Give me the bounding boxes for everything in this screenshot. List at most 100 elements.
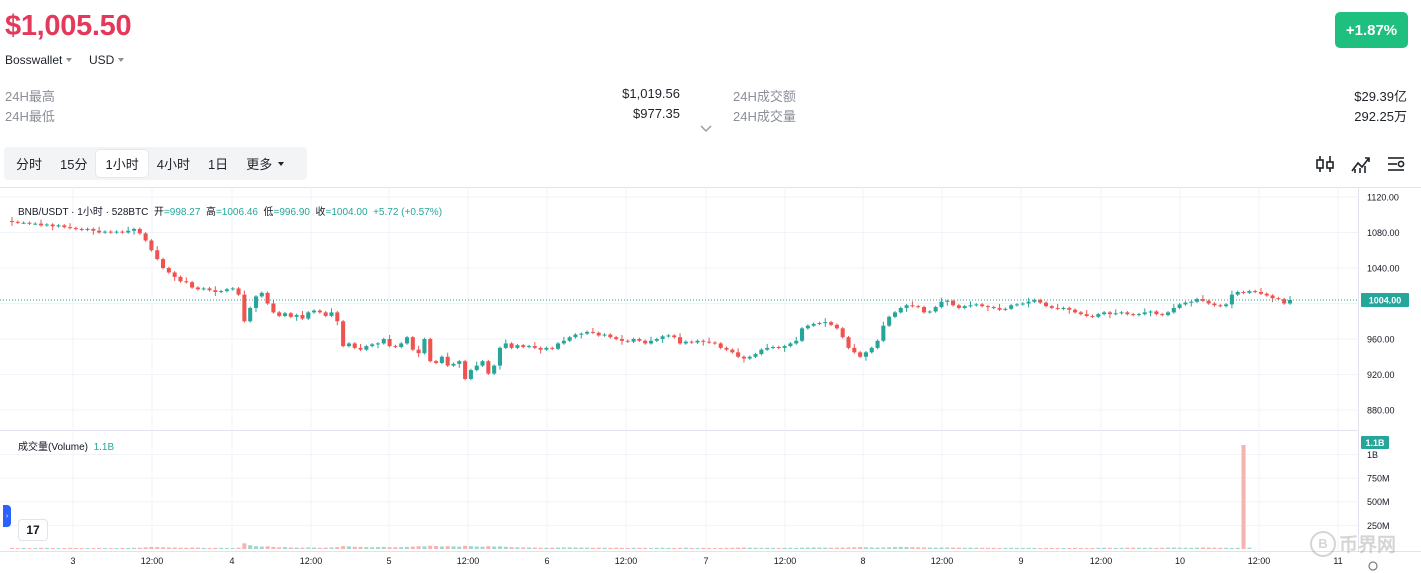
candle-body: [863, 352, 868, 357]
volume-bar: [1148, 547, 1153, 549]
volume-bar: [463, 545, 468, 549]
time-tick-label: 7: [703, 556, 708, 566]
legend-low-label: 低: [263, 207, 274, 218]
volume-bar: [79, 548, 84, 549]
candle-body: [468, 370, 473, 379]
candle-body: [770, 346, 776, 348]
candle-body: [753, 354, 758, 357]
volume-bar: [451, 546, 456, 549]
volume-bar: [195, 547, 200, 549]
candle-body: [811, 323, 816, 326]
time-tick-label: 4: [229, 556, 234, 566]
candle-body: [701, 340, 706, 342]
volume-bar: [335, 547, 340, 549]
candle-body: [1102, 312, 1107, 315]
legend-close-label: 收: [315, 207, 326, 218]
settings-icon[interactable]: [1386, 153, 1408, 175]
candle-body: [712, 342, 717, 344]
candle-body: [108, 231, 113, 233]
candle-body: [834, 324, 839, 329]
candle-body: [689, 341, 694, 343]
volume-bar: [991, 547, 996, 549]
low-label: 24H最低: [5, 109, 55, 124]
volume-bar: [213, 547, 218, 549]
volume-bar: [648, 547, 654, 549]
candle-body: [346, 343, 351, 347]
timeframe-tab[interactable]: 分时: [16, 157, 43, 172]
candle-body: [509, 343, 514, 348]
volume-bar: [840, 547, 845, 549]
currency-selector[interactable]: USD: [89, 53, 125, 67]
volume-bar: [323, 547, 328, 549]
candle-body: [410, 337, 415, 350]
candle-body: [503, 343, 508, 348]
timeframe-tab[interactable]: 1日: [207, 157, 229, 172]
candle-body: [521, 345, 526, 347]
timeframe-tab[interactable]: 15分: [60, 157, 88, 172]
timeframe-tab-active[interactable]: 1小时: [96, 150, 148, 177]
more-label: 更多: [246, 157, 273, 172]
volume-bar: [56, 548, 61, 549]
candle-body: [1119, 312, 1124, 314]
candle-body: [1218, 305, 1223, 307]
exchange-selector[interactable]: Bosswallet: [5, 53, 73, 67]
candle-body: [1212, 303, 1217, 306]
candle-body: [201, 288, 206, 290]
volume-bar: [1119, 547, 1124, 549]
volume-bar: [980, 547, 985, 549]
candle-body: [997, 307, 1002, 310]
candle-body: [718, 343, 723, 348]
candle-body: [73, 228, 78, 230]
volume-bar: [921, 547, 927, 549]
tradingview-logo[interactable]: 17: [19, 520, 47, 540]
timeframe-tab[interactable]: 4小时: [156, 157, 190, 172]
expand-chevron-icon[interactable]: [699, 124, 713, 134]
candle-body: [643, 340, 648, 344]
volume-bar: [33, 548, 38, 549]
candle-body: [294, 315, 299, 317]
volume-bar: [329, 547, 334, 549]
side-panel-toggle[interactable]: ›: [3, 505, 11, 527]
candle-body: [271, 303, 276, 313]
candle-body: [288, 313, 293, 317]
volume-bar: [1125, 547, 1130, 549]
low-value: $977.35: [633, 106, 680, 121]
price-tick-label: 880.00: [1367, 406, 1395, 416]
volume-bar: [712, 548, 717, 549]
chart-area[interactable]: 1120.001080.001040.001000.00960.00920.00…: [0, 187, 1421, 573]
chevron-down-icon: [118, 58, 125, 62]
price-change-badge: +1.87%: [1335, 12, 1408, 48]
candlestick-icon[interactable]: [1314, 153, 1336, 175]
volume-bar: [1102, 547, 1107, 549]
candle-body: [184, 281, 189, 283]
volume-bar: [1165, 547, 1171, 549]
indicator-icon[interactable]: [1350, 153, 1372, 175]
volume-bar: [1206, 547, 1211, 549]
candle-body: [358, 347, 363, 350]
candle-body: [1032, 299, 1037, 302]
volume-bar: [956, 547, 961, 549]
candle-body: [282, 313, 288, 316]
volume-bar: [1200, 547, 1205, 549]
volume-bar: [62, 548, 67, 549]
legend-low: =996.90: [273, 207, 310, 218]
candle-body: [648, 340, 654, 344]
volume-bar: [869, 547, 874, 549]
volume-bar: [701, 547, 706, 549]
candle-body: [352, 343, 357, 348]
volume-bar: [788, 547, 793, 549]
candle-body: [44, 224, 49, 226]
last-price-label: 1004.00: [1369, 295, 1402, 305]
candle-body: [393, 346, 398, 348]
volume-bar: [137, 547, 142, 549]
volume-bar: [190, 547, 195, 549]
volume-bar: [846, 547, 851, 549]
more-timeframes-button[interactable]: 更多: [237, 150, 293, 177]
volume-bar: [695, 547, 700, 549]
candle-body: [1287, 299, 1293, 304]
candle-body: [381, 339, 386, 344]
candle-body: [788, 343, 793, 347]
volume-bar: [219, 547, 224, 549]
volume-bar: [201, 547, 206, 549]
candlestick-chart[interactable]: 1120.001080.001040.001000.00960.00920.00…: [0, 187, 1421, 573]
